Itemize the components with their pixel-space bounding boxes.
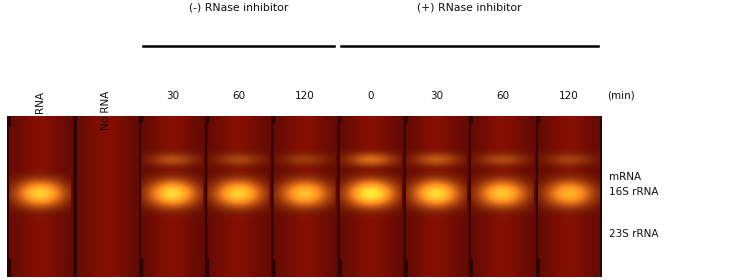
Text: 30: 30 [165, 91, 179, 101]
Text: (min): (min) [607, 91, 635, 101]
Text: 60: 60 [496, 91, 509, 101]
Text: No RNA: No RNA [101, 91, 112, 130]
Text: 16S rRNA: 16S rRNA [609, 187, 658, 197]
Text: 60: 60 [232, 91, 245, 101]
Text: 0: 0 [367, 91, 374, 101]
Text: (-) RNase inhibitor: (-) RNase inhibitor [189, 2, 288, 12]
Text: 23S rRNA: 23S rRNA [609, 229, 658, 239]
Text: 120: 120 [295, 91, 314, 101]
Text: 120: 120 [558, 91, 578, 101]
Text: 30: 30 [430, 91, 443, 101]
Text: RNA: RNA [35, 91, 45, 113]
Text: mRNA: mRNA [609, 172, 642, 182]
Text: (+) RNase inhibitor: (+) RNase inhibitor [417, 2, 522, 12]
